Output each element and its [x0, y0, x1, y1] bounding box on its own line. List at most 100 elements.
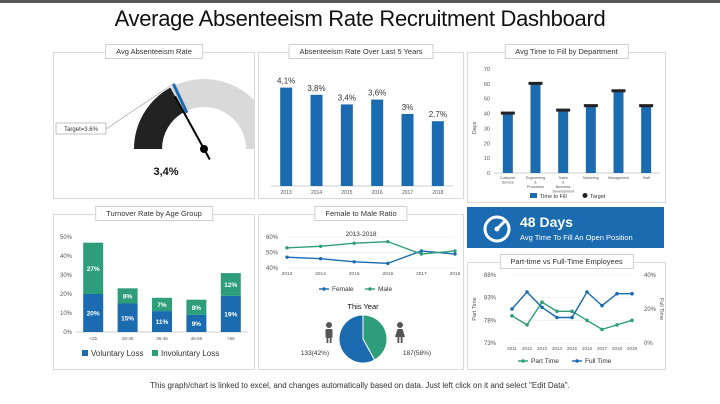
ratio-point — [453, 252, 457, 256]
ratio-point — [285, 246, 289, 250]
dept-bar — [585, 106, 596, 173]
pt-point — [540, 300, 544, 304]
dept-target-marker — [556, 108, 571, 112]
pie-title: This Year — [347, 302, 379, 311]
pt-legend-full: Full Time — [585, 358, 612, 365]
turnover-y-tick: 50% — [60, 235, 73, 241]
female-person-icon-leg — [397, 337, 400, 343]
panel-title-parttime: Part-time vs Full-Time Employees — [499, 254, 634, 269]
pt-point — [630, 318, 634, 323]
dept-x-tick: Business — [556, 185, 571, 189]
pie-slice — [362, 314, 388, 361]
ratio-chart: 2013-2018 40% 50% 60% 2013 2014 2015 2016 2017 20… — [266, 231, 461, 364]
ratio-y-tick: 40% — [266, 266, 279, 272]
pt-series-line — [511, 290, 632, 319]
dept-x-tick: Engineering — [526, 176, 545, 180]
pt-x-tick: 2019 — [627, 346, 638, 351]
dept-x-tick: Sales — [559, 176, 568, 180]
ratio-series-line — [286, 250, 456, 265]
panel-title-dept: Avg Time to Fill by Department — [504, 44, 629, 59]
dept-legend-swatch-fill — [530, 193, 537, 198]
pt-point — [555, 309, 559, 314]
dept-target-marker — [583, 104, 598, 108]
dept-y-tick: 70 — [484, 67, 490, 73]
pt-y-tick-left: 88% — [484, 273, 497, 279]
turnover-bar-label: 12% — [224, 282, 237, 289]
panel-turnover: Turnover Rate by Age Group 0% 10% 20% 30% 40… — [53, 206, 255, 370]
male-person-icon-leg — [329, 337, 332, 343]
dept-y-tick: 50 — [484, 97, 490, 103]
pt-point — [630, 291, 634, 296]
male-person-icon-leg — [326, 337, 329, 343]
years-bar-label: 4,1% — [277, 77, 295, 86]
years-bar-label: 3,4% — [338, 93, 356, 102]
pt-point — [510, 307, 514, 311]
pt-y-tick-right: 40% — [644, 273, 657, 279]
ratio-point — [386, 239, 390, 244]
dept-y-tick: 40 — [484, 112, 490, 118]
pt-x-tick: 2012 — [522, 346, 533, 351]
ratio-x-tick: 2013 — [282, 271, 293, 277]
turnover-bar-label: 8% — [123, 293, 133, 300]
years-bar — [280, 87, 293, 186]
pie-label-female: 133(42%) — [301, 350, 329, 357]
pt-point — [570, 309, 574, 314]
parttime-line-chart: 73% 78% 83% 88% 0% 20% 40% Part Time Full Time 20… — [472, 273, 664, 365]
dept-bar — [613, 91, 624, 173]
ratio-legend-female: Female — [332, 286, 354, 293]
pie-slice — [338, 314, 376, 364]
years-x-tick: 2014 — [311, 190, 322, 196]
ratio-legend-dot-male — [368, 287, 372, 291]
kpi-label: Avg Time To Fill An Open Position — [520, 233, 633, 242]
turnover-bar-segment — [83, 294, 104, 332]
dept-target-marker — [639, 104, 654, 108]
gauge-value-arc — [134, 87, 184, 149]
pt-y-tick-right: 20% — [644, 307, 657, 313]
panel-avg-absenteeism: Avg Absenteeism Rate Target=3.6% 3,4% — [53, 44, 274, 199]
turnover-legend-vol: Voluntary Loss — [91, 349, 143, 358]
male-person-icon-body — [325, 329, 333, 338]
years-bar-label: 3,8% — [307, 84, 325, 93]
pt-y-tick-right: 0% — [644, 341, 653, 347]
dept-bar — [530, 83, 541, 173]
ratio-x-tick: 2015 — [349, 271, 360, 277]
female-person-icon-head — [397, 322, 403, 328]
pt-point — [525, 290, 529, 294]
kpi-value: 48 Days — [520, 214, 573, 230]
gauge-needle-hub — [200, 145, 208, 153]
dept-x-tick: Staff — [643, 176, 650, 180]
kpi-avg-time-to-fill: 48 Days Avg Time To Fill An Open Positio… — [467, 207, 664, 248]
gauge-target-leader — [105, 83, 174, 130]
turnover-bar-label: 27% — [87, 266, 100, 273]
pt-point — [585, 290, 589, 294]
turnover-bar-segment — [152, 297, 172, 312]
ratio-x-tick: 2016 — [382, 271, 393, 277]
dept-x-tick: & — [562, 181, 565, 185]
turnover-bar-segment — [220, 273, 241, 296]
pt-point — [570, 315, 574, 320]
turnover-bar-segment — [117, 303, 138, 332]
ratio-point — [453, 249, 457, 253]
pt-x-tick: 2014 — [552, 346, 563, 351]
pt-y-tick-left: 73% — [484, 341, 497, 347]
years-x-tick: 2016 — [372, 190, 383, 196]
ratio-x-tick: 2014 — [315, 271, 326, 277]
dept-y-tick: 10 — [484, 156, 490, 162]
dept-legend-fill: Time to Fill — [540, 194, 567, 200]
ratio-series-line — [286, 240, 456, 255]
pt-x-tick: 2016 — [582, 346, 593, 351]
dept-target-marker — [611, 89, 626, 93]
ratio-point — [386, 261, 390, 266]
turnover-y-tick: 20% — [60, 292, 73, 298]
dept-bar — [558, 110, 569, 173]
turnover-bar-segment — [186, 299, 207, 315]
ratio-point — [285, 255, 289, 259]
pt-legend-dot-part — [521, 359, 525, 363]
turnover-bar-segment — [117, 288, 138, 304]
years-bar — [371, 99, 384, 186]
turnover-stacked-chart: 0% 10% 20% 30% 40% 50% 20% 27% <25 15% 8% 26-35 11% 7… — [60, 235, 248, 358]
years-bar — [401, 114, 414, 186]
turnover-x-tick: 36-45 — [156, 336, 168, 341]
top-accent-bar — [0, 0, 720, 3]
page-title: Average Absenteeism Rate Recruitment Das… — [114, 6, 606, 31]
